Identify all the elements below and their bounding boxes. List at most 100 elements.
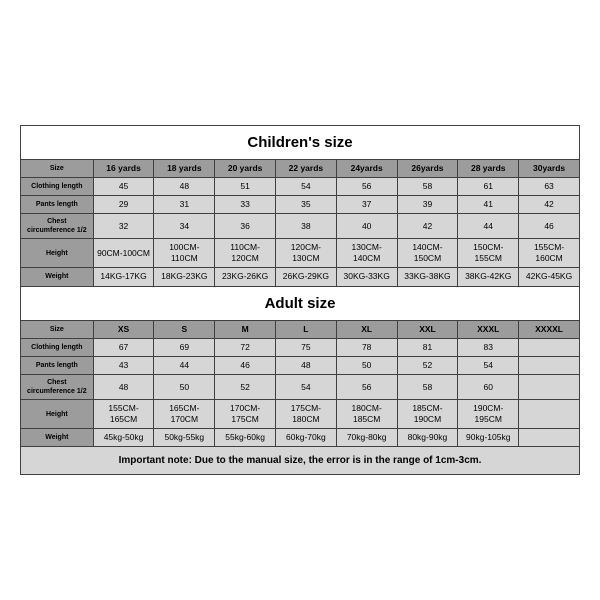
adult-row-0-cell-0: 67 xyxy=(93,339,154,357)
adult-row-0-cell-6: 83 xyxy=(458,339,519,357)
children-row-1-cell-1: 31 xyxy=(154,196,215,214)
children-row-1-cell-2: 33 xyxy=(215,196,276,214)
important-note: Important note: Due to the manual size, … xyxy=(21,447,580,475)
children-header-col-4: 22 yards xyxy=(276,160,337,178)
children-header-col-7: 28 yards xyxy=(458,160,519,178)
adult-header-col-2: S xyxy=(154,321,215,339)
children-header-col-0: Size xyxy=(21,160,94,178)
children-row-0-cell-6: 61 xyxy=(458,178,519,196)
children-header-col-3: 20 yards xyxy=(215,160,276,178)
children-row-2-cell-6: 44 xyxy=(458,214,519,239)
children-row-3-cell-0: 90CM-100CM xyxy=(93,239,154,268)
adult-row-0-cell-4: 78 xyxy=(336,339,397,357)
children-row-0-label: Clothing length xyxy=(21,178,94,196)
adult-row-4-cell-1: 50kg-55kg xyxy=(154,429,215,447)
children-row-2-cell-3: 38 xyxy=(276,214,337,239)
adult-row-4-cell-5: 80kg-90kg xyxy=(397,429,458,447)
adult-row-3-cell-1: 165CM-170CM xyxy=(154,400,215,429)
adult-row-0-cell-3: 75 xyxy=(276,339,337,357)
children-row-0-cell-4: 56 xyxy=(336,178,397,196)
children-row-0-cell-1: 48 xyxy=(154,178,215,196)
children-row-3-cell-6: 150CM-155CM xyxy=(458,239,519,268)
children-row-1-cell-4: 37 xyxy=(336,196,397,214)
children-row-3-cell-5: 140CM-150CM xyxy=(397,239,458,268)
size-table: Children's sizeSize16 yards18 yards20 ya… xyxy=(20,125,580,476)
adult-row-2-cell-4: 56 xyxy=(336,375,397,400)
adult-row-4-label: Weight xyxy=(21,429,94,447)
children-row-2-cell-7: 46 xyxy=(519,214,580,239)
adult-row-3-label: Height xyxy=(21,400,94,429)
adult-row-1-cell-5: 52 xyxy=(397,357,458,375)
adult-row-3-cell-3: 175CM-180CM xyxy=(276,400,337,429)
children-row-4-label: Weight xyxy=(21,268,94,286)
adult-row-4-cell-3: 60kg-70kg xyxy=(276,429,337,447)
children-row-0-cell-0: 45 xyxy=(93,178,154,196)
adult-row-1-cell-7 xyxy=(519,357,580,375)
adult-row-4-cell-7 xyxy=(519,429,580,447)
children-row-3-cell-1: 100CM-110CM xyxy=(154,239,215,268)
adult-row-2-cell-6: 60 xyxy=(458,375,519,400)
adult-header-col-0: Size xyxy=(21,321,94,339)
children-row-2-cell-5: 42 xyxy=(397,214,458,239)
children-row-2-cell-0: 32 xyxy=(93,214,154,239)
adult-row-2-cell-2: 52 xyxy=(215,375,276,400)
adult-header-col-6: XXL xyxy=(397,321,458,339)
children-row-2-cell-1: 34 xyxy=(154,214,215,239)
adult-row-2-cell-5: 58 xyxy=(397,375,458,400)
children-row-4-cell-4: 30KG-33KG xyxy=(336,268,397,286)
adult-row-1-cell-0: 43 xyxy=(93,357,154,375)
adult-row-0-cell-5: 81 xyxy=(397,339,458,357)
adult-row-2-cell-3: 54 xyxy=(276,375,337,400)
adult-row-3-cell-6: 190CM-195CM xyxy=(458,400,519,429)
adult-header-col-7: XXXL xyxy=(458,321,519,339)
children-row-4-cell-6: 38KG-42KG xyxy=(458,268,519,286)
children-header-col-1: 16 yards xyxy=(93,160,154,178)
children-row-4-cell-7: 42KG-45KG xyxy=(519,268,580,286)
adult-title: Adult size xyxy=(21,286,580,321)
adult-row-3-cell-2: 170CM-175CM xyxy=(215,400,276,429)
children-row-4-cell-1: 18KG-23KG xyxy=(154,268,215,286)
adult-row-0-cell-2: 72 xyxy=(215,339,276,357)
adult-row-2-cell-0: 48 xyxy=(93,375,154,400)
children-row-3-cell-3: 120CM-130CM xyxy=(276,239,337,268)
adult-header-col-4: L xyxy=(276,321,337,339)
children-header-col-2: 18 yards xyxy=(154,160,215,178)
adult-row-0-cell-7 xyxy=(519,339,580,357)
adult-row-3-cell-7 xyxy=(519,400,580,429)
adult-header-col-5: XL xyxy=(336,321,397,339)
children-row-1-cell-6: 41 xyxy=(458,196,519,214)
adult-header-col-8: XXXXL xyxy=(519,321,580,339)
children-row-2-cell-4: 40 xyxy=(336,214,397,239)
children-row-3-cell-7: 155CM-160CM xyxy=(519,239,580,268)
children-row-3-label: Height xyxy=(21,239,94,268)
children-row-4-cell-2: 23KG-26KG xyxy=(215,268,276,286)
adult-header-col-3: M xyxy=(215,321,276,339)
adult-row-0-cell-1: 69 xyxy=(154,339,215,357)
children-header-col-8: 30yards xyxy=(519,160,580,178)
children-row-3-cell-4: 130CM-140CM xyxy=(336,239,397,268)
size-chart: Children's sizeSize16 yards18 yards20 ya… xyxy=(20,125,580,476)
adult-row-1-cell-6: 54 xyxy=(458,357,519,375)
children-row-1-cell-0: 29 xyxy=(93,196,154,214)
adult-row-1-cell-2: 46 xyxy=(215,357,276,375)
children-title: Children's size xyxy=(21,125,580,160)
adult-row-4-cell-2: 55kg-60kg xyxy=(215,429,276,447)
adult-row-1-cell-3: 48 xyxy=(276,357,337,375)
adult-row-3-cell-5: 185CM-190CM xyxy=(397,400,458,429)
children-header-col-6: 26yards xyxy=(397,160,458,178)
adult-row-3-cell-4: 180CM-185CM xyxy=(336,400,397,429)
adult-row-4-cell-0: 45kg-50kg xyxy=(93,429,154,447)
children-row-4-cell-3: 26KG-29KG xyxy=(276,268,337,286)
adult-row-2-cell-7 xyxy=(519,375,580,400)
adult-row-4-cell-4: 70kg-80kg xyxy=(336,429,397,447)
children-row-3-cell-2: 110CM-120CM xyxy=(215,239,276,268)
children-row-2-cell-2: 36 xyxy=(215,214,276,239)
adult-row-3-cell-0: 155CM-165CM xyxy=(93,400,154,429)
adult-row-0-label: Clothing length xyxy=(21,339,94,357)
children-header-col-5: 24yards xyxy=(336,160,397,178)
children-row-0-cell-5: 58 xyxy=(397,178,458,196)
adult-row-4-cell-6: 90kg-105kg xyxy=(458,429,519,447)
children-row-1-cell-3: 35 xyxy=(276,196,337,214)
children-row-0-cell-2: 51 xyxy=(215,178,276,196)
adult-row-1-cell-1: 44 xyxy=(154,357,215,375)
